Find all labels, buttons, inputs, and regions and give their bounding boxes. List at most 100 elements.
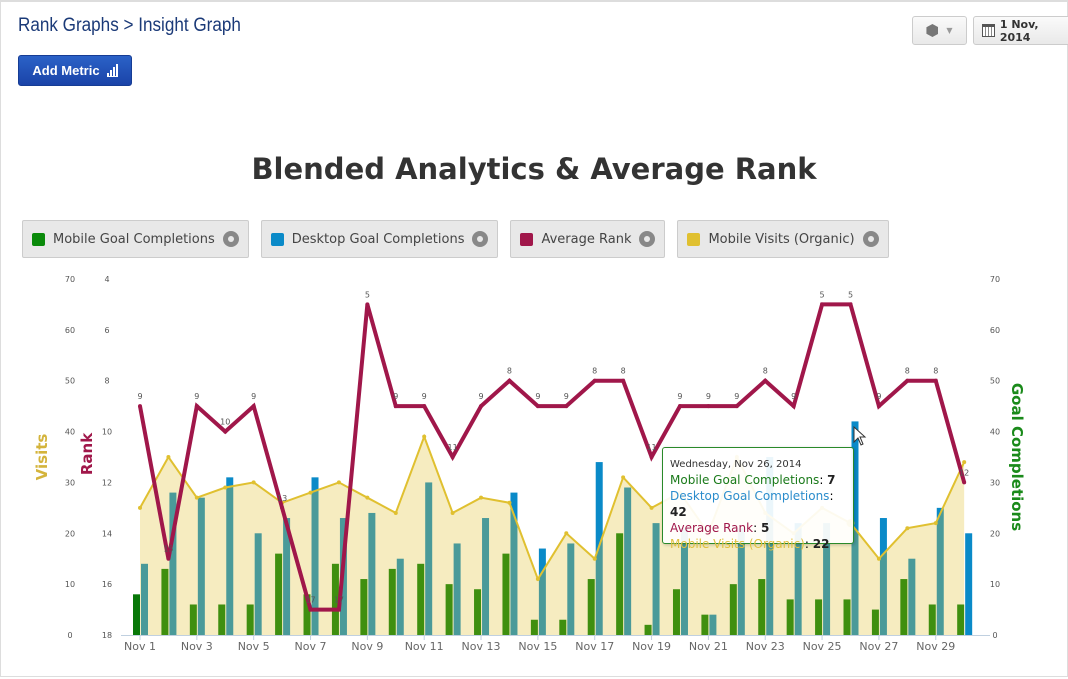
mobile-goal-bar xyxy=(815,599,823,635)
breadcrumb[interactable]: Rank Graphs > Insight Graph xyxy=(18,15,241,36)
desktop-goal-bar xyxy=(396,558,404,635)
visits-axis-tick: 30 xyxy=(65,478,75,487)
x-axis-tick-label: Nov 5 xyxy=(238,640,270,653)
rank-point xyxy=(194,404,199,409)
mobile-goal-bar xyxy=(900,579,908,635)
date-picker[interactable]: 1 Nov, 2014 xyxy=(973,16,1068,45)
chart-title: Blended Analytics & Average Rank xyxy=(251,152,817,186)
visits-point xyxy=(251,480,256,485)
visits-point xyxy=(450,510,455,515)
desktop-goal-bar xyxy=(283,518,291,635)
rank-data-label: 11 xyxy=(448,443,458,452)
chevron-down-icon: ▼ xyxy=(946,26,953,35)
visits-point xyxy=(308,490,313,495)
tooltip-value: 7 xyxy=(827,473,836,487)
rank-data-label: 8 xyxy=(763,367,768,376)
rank-point xyxy=(138,404,142,409)
rank-point xyxy=(479,404,484,409)
device-dropdown[interactable]: ▼ xyxy=(912,16,967,45)
mobile-goal-bar xyxy=(871,609,879,635)
rank-data-label: 9 xyxy=(137,392,142,401)
rank-data-label: 8 xyxy=(933,367,938,376)
rank-data-label: 10 xyxy=(220,418,230,427)
rank-axis-tick: 6 xyxy=(104,326,109,335)
gear-icon[interactable] xyxy=(472,231,489,247)
x-axis-tick-label: Nov 7 xyxy=(295,640,327,653)
rank-data-label: 9 xyxy=(422,392,427,401)
add-metric-button[interactable]: Add Metric xyxy=(18,55,132,86)
rank-axis-tick: 4 xyxy=(104,275,109,284)
bar-chart-icon xyxy=(106,64,118,77)
mobile-goal-bar xyxy=(502,553,510,635)
mobile-goal-bar xyxy=(303,594,311,635)
legend-item-mobile-visits[interactable]: Mobile Visits (Organic) xyxy=(677,220,889,258)
desktop-goal-bar xyxy=(141,563,148,635)
mobile-goal-bar xyxy=(133,594,140,635)
legend-item-desktop-goals[interactable]: Desktop Goal Completions xyxy=(260,220,499,258)
rank-point xyxy=(876,404,881,409)
rank-point xyxy=(166,556,171,561)
rank-point xyxy=(649,455,654,459)
legend-swatch xyxy=(270,232,284,246)
rank-point xyxy=(336,607,341,612)
rank-point xyxy=(393,404,398,409)
desktop-goal-bar xyxy=(510,492,518,635)
rank-data-label: 9 xyxy=(194,392,199,401)
rank-data-label: 9 xyxy=(677,392,682,401)
desktop-goal-bar xyxy=(368,512,376,635)
legend-item-mobile-goals[interactable]: Mobile Goal Completions xyxy=(22,220,249,258)
mobile-goal-bar xyxy=(587,579,595,635)
tooltip-date: Wednesday, Nov 26, 2014 xyxy=(670,459,802,470)
rank-axis-tick: 14 xyxy=(102,529,112,538)
cube-icon xyxy=(926,24,939,37)
rank-data-label: 8 xyxy=(905,367,910,376)
visits-point xyxy=(621,475,626,480)
gear-icon[interactable] xyxy=(862,231,879,247)
rank-data-label: 9 xyxy=(876,392,881,401)
desktop-goal-bar xyxy=(197,497,205,635)
desktop-goal-bar xyxy=(737,528,745,635)
rank-axis-tick: 10 xyxy=(102,428,112,437)
visits-point xyxy=(194,495,199,500)
rank-data-label: 8 xyxy=(621,367,626,376)
legend-label: Average Rank xyxy=(541,231,632,247)
rank-data-label: 11 xyxy=(646,443,656,452)
visits-point xyxy=(365,495,370,500)
rank-line xyxy=(138,302,967,612)
rank-point xyxy=(507,378,512,383)
gear-icon[interactable] xyxy=(222,231,239,247)
rank-data-label: 9 xyxy=(393,392,398,401)
visits-axis-tick: 60 xyxy=(65,326,75,335)
gear-icon[interactable] xyxy=(639,231,656,247)
legend-swatch xyxy=(687,232,701,246)
desktop-goal-bar xyxy=(311,477,319,635)
goals-axis-tick: 40 xyxy=(990,428,1000,437)
x-axis-tick-label: Nov 15 xyxy=(518,640,557,653)
date-label: 1 Nov, 2014 xyxy=(999,17,1039,44)
mobile-goal-bar xyxy=(729,584,737,635)
desktop-goal-bar xyxy=(226,477,234,635)
rank-point xyxy=(763,378,768,383)
legend-item-average-rank[interactable]: Average Rank xyxy=(510,220,666,258)
desktop-goal-bar xyxy=(453,543,461,635)
rank-data-label: 8 xyxy=(507,367,512,376)
visits-point xyxy=(592,556,597,561)
goals-axis-tick: 30 xyxy=(990,478,1000,487)
rank-point xyxy=(280,505,285,510)
visits-point xyxy=(876,556,881,561)
rank-data-label: 9 xyxy=(706,392,711,401)
rank-data-label: 17 xyxy=(305,596,315,605)
rank-point xyxy=(706,404,711,409)
calendar-icon xyxy=(982,24,995,37)
tooltip-label: Average Rank xyxy=(670,521,754,535)
legend-swatch xyxy=(520,232,534,246)
tooltip-label: Desktop Goal Completions xyxy=(670,489,830,503)
rank-point xyxy=(223,429,228,434)
rank-data-label: 9 xyxy=(564,392,569,401)
visits-point xyxy=(535,577,540,582)
x-axis-tick-label: Nov 19 xyxy=(632,640,671,653)
tooltip-label: Mobile Goal Completions xyxy=(670,473,820,487)
rank-data-label: 8 xyxy=(592,367,597,376)
rank-data-label: 12 xyxy=(959,468,969,477)
rank-point xyxy=(365,302,370,307)
